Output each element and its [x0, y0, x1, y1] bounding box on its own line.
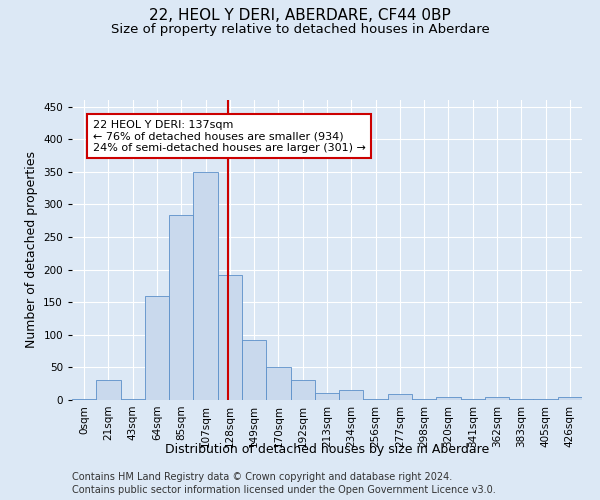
Bar: [436, 396, 461, 400]
Bar: [242, 340, 266, 400]
Bar: [388, 394, 412, 400]
Bar: [72, 398, 96, 400]
Y-axis label: Number of detached properties: Number of detached properties: [25, 152, 38, 348]
Text: Distribution of detached houses by size in Aberdare: Distribution of detached houses by size …: [165, 442, 489, 456]
Bar: [339, 390, 364, 400]
Bar: [315, 394, 339, 400]
Bar: [218, 275, 242, 400]
Text: Contains public sector information licensed under the Open Government Licence v3: Contains public sector information licen…: [72, 485, 496, 495]
Bar: [193, 172, 218, 400]
Bar: [485, 396, 509, 400]
Bar: [96, 380, 121, 400]
Bar: [145, 296, 169, 400]
Text: 22, HEOL Y DERI, ABERDARE, CF44 0BP: 22, HEOL Y DERI, ABERDARE, CF44 0BP: [149, 8, 451, 22]
Bar: [290, 380, 315, 400]
Bar: [266, 368, 290, 400]
Text: Contains HM Land Registry data © Crown copyright and database right 2024.: Contains HM Land Registry data © Crown c…: [72, 472, 452, 482]
Bar: [169, 216, 193, 400]
Bar: [121, 398, 145, 400]
Bar: [558, 396, 582, 400]
Text: 22 HEOL Y DERI: 137sqm
← 76% of detached houses are smaller (934)
24% of semi-de: 22 HEOL Y DERI: 137sqm ← 76% of detached…: [92, 120, 365, 153]
Text: Size of property relative to detached houses in Aberdare: Size of property relative to detached ho…: [110, 22, 490, 36]
